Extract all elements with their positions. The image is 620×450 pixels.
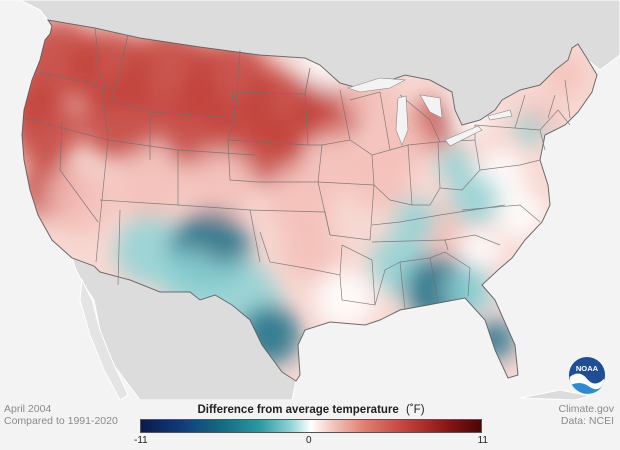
anomaly-patch-neutral <box>315 270 375 330</box>
anomaly-patch-warm-light <box>280 220 340 280</box>
credit-site: Climate.gov <box>558 403 614 415</box>
anomaly-patch-cool-light <box>450 175 500 225</box>
legend-colorbar <box>140 419 482 433</box>
anomaly-patch-neutral <box>460 230 500 270</box>
svg-text:NOAA: NOAA <box>576 364 599 373</box>
lake-huron <box>419 94 443 119</box>
anomaly-patch-warm-light <box>185 150 255 220</box>
lake-michigan <box>395 95 409 146</box>
lake-superior <box>347 77 407 93</box>
legend-title: Difference from average temperature <box>197 404 399 416</box>
caption-baseline: Compared to 1991-2020 <box>4 415 118 427</box>
anomaly-patch-warm-light <box>45 165 115 235</box>
legend-ticks: -11 0 11 <box>134 433 488 447</box>
map-credits: Climate.gov Data: NCEI <box>559 403 614 427</box>
anomaly-field <box>22 20 597 381</box>
legend-title-row: Difference from average temperature (˚F) <box>140 404 482 419</box>
lake-ontario <box>487 109 513 121</box>
anomaly-patch-cool-light <box>515 115 545 145</box>
legend-unit: (˚F) <box>406 404 425 416</box>
credit-data: Data: NCEI <box>560 415 614 427</box>
caption-date: April 2004 <box>4 403 52 415</box>
surrounding-land <box>0 0 620 400</box>
noaa-logo-icon: NOAA <box>568 356 606 394</box>
cuba-island <box>519 389 591 400</box>
anomaly-patch-warm-strong <box>80 80 160 160</box>
baja-peninsula <box>79 278 129 400</box>
anomaly-patch-cool-light <box>437 147 473 183</box>
anomaly-patch-neutral <box>495 190 545 240</box>
great-lakes <box>347 77 513 147</box>
legend-mid-label: 0 <box>306 435 312 446</box>
anomaly-patch-cool-light <box>393 198 437 242</box>
legend-max-label: 11 <box>477 435 488 446</box>
map-canvas <box>0 0 620 400</box>
anomaly-patch-cool-strong <box>475 320 515 360</box>
temperature-anomaly-map <box>0 0 620 400</box>
color-legend: Difference from average temperature (˚F)… <box>134 404 488 447</box>
lake-erie <box>444 125 483 147</box>
legend-min-label: -11 <box>134 435 148 446</box>
map-caption: April 2004 Compared to 1991-2020 <box>4 403 118 427</box>
anomaly-patch-warm-light <box>115 150 185 220</box>
anomaly-patch-warm-strong <box>22 75 55 125</box>
anomaly-patch-warm-light <box>265 165 335 235</box>
